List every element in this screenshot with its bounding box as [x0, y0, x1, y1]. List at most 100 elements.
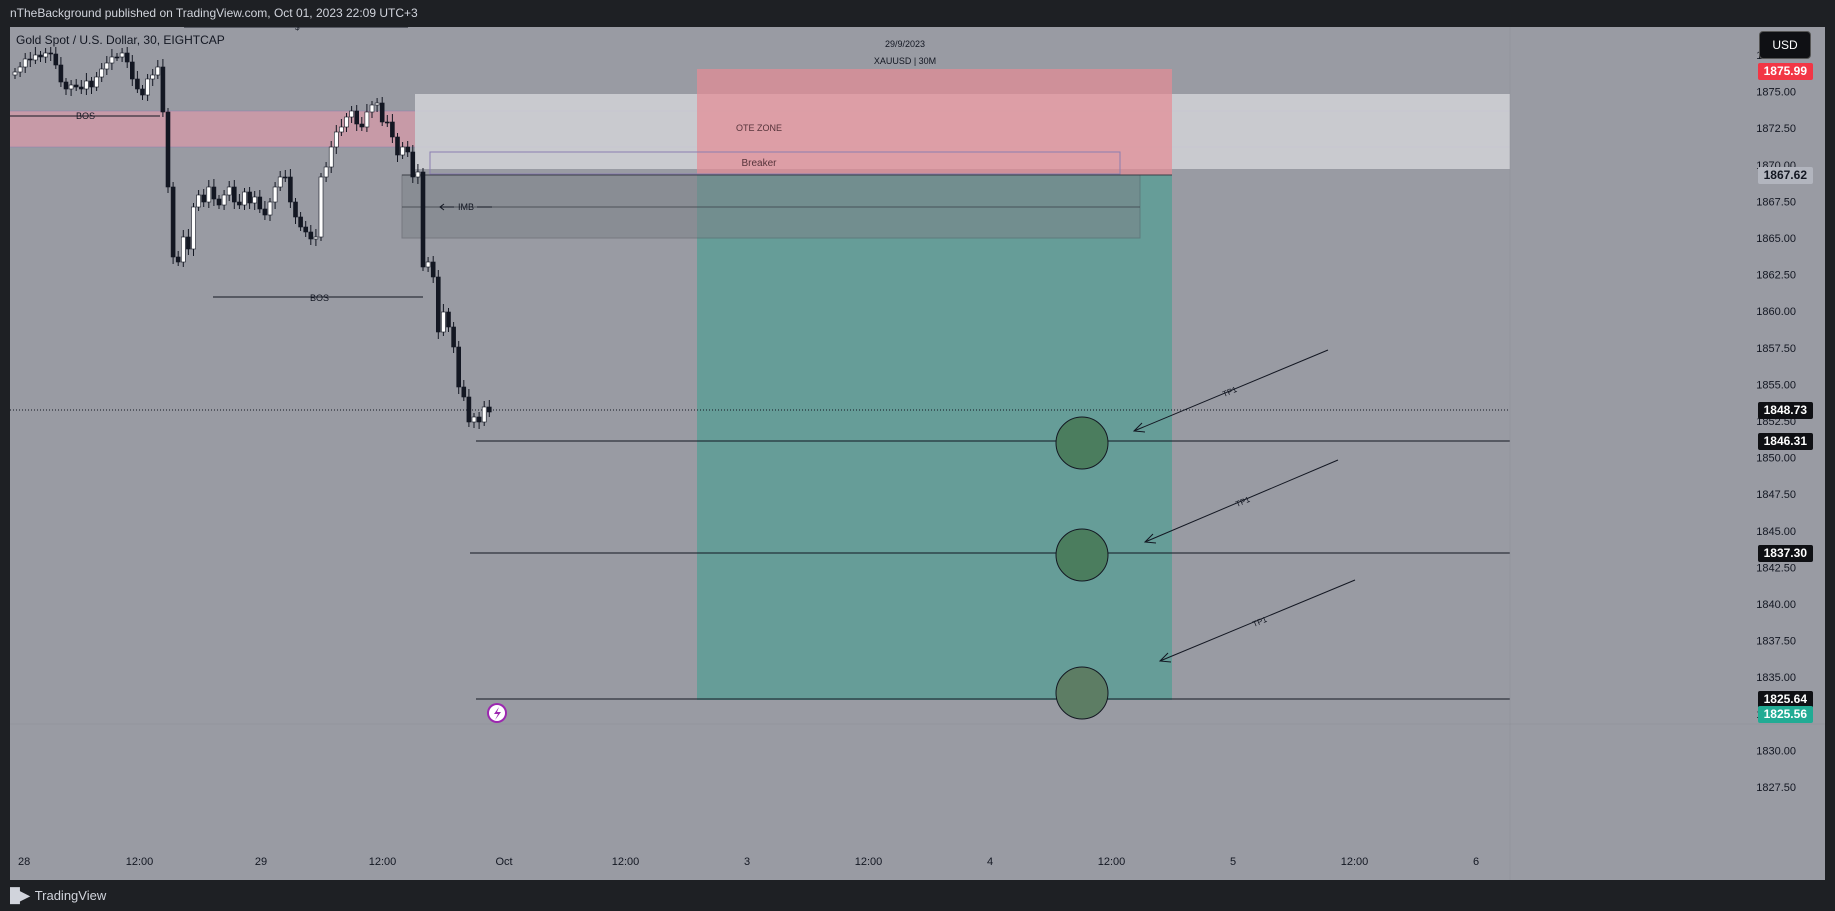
time-axis-label: Oct	[495, 856, 512, 868]
candle-body	[374, 102, 380, 106]
bos-label-top: BOS	[76, 111, 95, 121]
candle-body	[430, 261, 436, 278]
price-axis[interactable]: 1877.501875.001872.501870.001867.501865.…	[1756, 50, 1796, 794]
candle-body	[130, 61, 135, 80]
candle-body	[175, 256, 181, 263]
candle-body	[415, 171, 421, 178]
candle-body	[216, 198, 222, 206]
candle-body	[170, 186, 176, 258]
candle-body	[313, 236, 319, 240]
tp1-price-tag: 1846.31	[1757, 433, 1813, 450]
breaker-label: Breaker	[741, 158, 777, 169]
candle-body	[446, 311, 451, 328]
tp2-price-tag: 1837.30	[1757, 545, 1813, 562]
tp-circle-2	[1055, 528, 1109, 582]
breaker-box	[429, 151, 1121, 175]
candle-body	[94, 76, 99, 88]
tp-label-1: TP1	[1221, 385, 1238, 399]
target-price-tag: 1825.56	[1757, 706, 1813, 723]
candle-body	[298, 216, 303, 228]
entry-price-tag: 1867.62	[1757, 167, 1813, 184]
price-axis-label: 1837.50	[1756, 636, 1796, 648]
candle-body	[410, 151, 416, 178]
candle-body	[38, 54, 43, 58]
price-axis-label: 1865.00	[1756, 233, 1796, 245]
time-axis-label: 12:00	[369, 856, 397, 868]
ote-zone-label: OTE ZONE	[736, 123, 782, 133]
time-axis-label: 12:00	[612, 856, 640, 868]
candle-body	[79, 86, 84, 90]
stop-zone	[697, 69, 1172, 175]
candle-body	[333, 131, 339, 148]
candlestick-series	[12, 47, 492, 429]
candle-body	[435, 276, 441, 333]
price-axis-label: 1842.50	[1756, 562, 1796, 574]
stop-price-tag: 1875.99	[1757, 63, 1813, 80]
candle-body	[420, 171, 426, 268]
time-axis-label: 3	[744, 856, 750, 868]
tradingview-logo-icon: █▶	[10, 887, 30, 903]
dollar-marker: $	[295, 27, 300, 32]
candle-body	[471, 416, 477, 423]
tp-circle-1	[1055, 416, 1109, 470]
time-axis-label: 12:00	[1098, 856, 1126, 868]
bottom-bar: █▶ TradingView	[0, 880, 1835, 911]
candle-body	[395, 136, 400, 156]
candle-body	[441, 311, 446, 333]
chart-area[interactable]: BOS BOS $ OTE ZONE Breaker IMB TP1	[10, 27, 1825, 880]
price-axis-label: 1867.50	[1756, 196, 1796, 208]
candle-body	[104, 62, 110, 70]
candle-body	[257, 196, 263, 210]
candle-body	[400, 146, 405, 156]
candle-body	[48, 52, 54, 55]
tradingview-logo[interactable]: █▶ TradingView	[10, 887, 106, 904]
candle-body	[33, 54, 38, 61]
candle-body	[145, 78, 150, 96]
last-price-tag: 1848.73	[1757, 402, 1813, 419]
candle-body	[476, 416, 482, 423]
candle-body	[191, 206, 196, 250]
candle-body	[17, 66, 23, 73]
price-axis-label: 1862.50	[1756, 270, 1796, 282]
candle-body	[58, 64, 64, 83]
time-axis-label: 12:00	[855, 856, 883, 868]
imb-label: IMB	[458, 202, 474, 212]
candle-body	[27, 58, 33, 61]
candle-body	[181, 236, 186, 263]
lightning-icon[interactable]	[487, 703, 507, 723]
candle-body	[43, 52, 48, 58]
price-axis-label: 1845.00	[1756, 526, 1796, 538]
candle-body	[359, 123, 365, 128]
time-axis-label: 28	[18, 856, 30, 868]
time-axis[interactable]: 28 12:00 29 12:00 Oct 12:00 3 12:00 4 12:00 5 12:00…	[18, 856, 1479, 868]
symbol-info[interactable]: Gold Spot / U.S. Dollar, 30, EIGHTCAP	[16, 33, 225, 47]
candle-body	[323, 166, 329, 178]
candle-body	[262, 208, 268, 216]
candle-body	[481, 406, 487, 423]
tp-arrow-3	[1158, 579, 1356, 663]
price-axis-label: 1835.00	[1756, 672, 1796, 684]
candle-body	[425, 261, 431, 268]
currency-button[interactable]: USD	[1759, 31, 1811, 59]
candle-body	[364, 111, 370, 128]
candle-body	[318, 176, 324, 238]
candle-body	[466, 396, 472, 423]
tp-arrow-2	[1143, 459, 1339, 544]
candle-body	[328, 146, 334, 168]
candle-body	[165, 111, 171, 188]
candle-body	[267, 201, 273, 216]
price-axis-label: 1855.00	[1756, 379, 1796, 391]
chart-canvas[interactable]: BOS BOS $ OTE ZONE Breaker IMB TP1	[10, 27, 1825, 880]
candle-body	[282, 176, 288, 179]
chart-title-date: 29/9/2023	[884, 39, 926, 49]
candle-body	[451, 326, 456, 348]
candle-body	[114, 56, 120, 59]
candle-body	[242, 191, 247, 206]
candle-body	[308, 231, 314, 240]
candle-body	[206, 186, 212, 203]
candle-body	[384, 121, 390, 124]
price-axis-label: 1830.00	[1756, 745, 1796, 757]
candle-body	[252, 196, 257, 204]
price-axis-label: 1857.50	[1756, 343, 1796, 355]
candle-body	[237, 201, 242, 206]
